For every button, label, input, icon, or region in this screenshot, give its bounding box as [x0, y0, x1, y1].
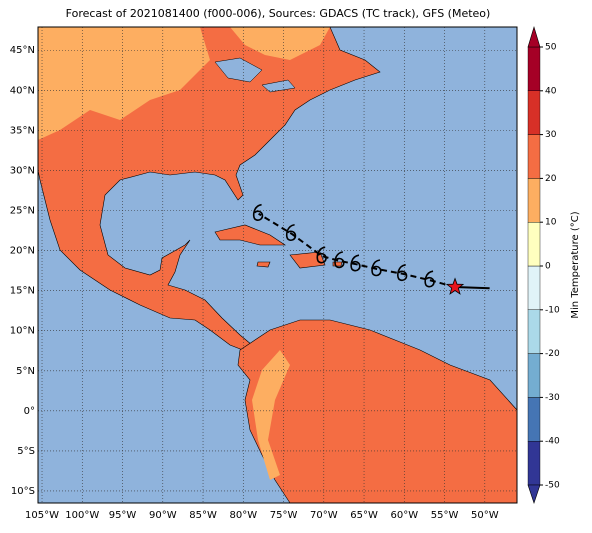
y-tick-label: 45°N [10, 45, 35, 56]
x-tick-label: 85°W [189, 510, 217, 521]
y-tick-label: 10°N [10, 326, 35, 337]
x-tick-label: 80°W [229, 510, 257, 521]
cyclone-symbol [371, 259, 382, 277]
colorbar-tick-label: 20 [545, 174, 557, 184]
y-tick-label: 5°S [17, 446, 35, 457]
colorbar-segment [527, 46, 541, 91]
colorbar-tick-label: -10 [545, 305, 560, 315]
cyclone-symbol [424, 270, 435, 288]
colorbar-tick-label: -20 [545, 349, 560, 359]
colorbar-segment [527, 221, 541, 267]
y-tick-label: 20°N [10, 246, 35, 257]
forecast-track [258, 212, 456, 289]
x-tick-label: 55°W [431, 510, 459, 521]
y-tick-label: 40°N [10, 85, 35, 96]
land [37, 26, 518, 504]
x-tick-label: 70°W [310, 510, 338, 521]
past-track [454, 286, 490, 290]
cyclone-symbol [334, 251, 345, 269]
x-tick-label: 95°W [109, 510, 137, 521]
y-tick-label: 15°N [10, 286, 35, 297]
x-tick-label: 65°W [350, 510, 378, 521]
cyclone-symbol [285, 223, 297, 242]
x-tick-label: 105°W [25, 510, 59, 521]
cyclone-symbol [350, 254, 361, 272]
map-frame [37, 26, 518, 504]
colorbar-segment [527, 90, 541, 135]
colorbar-tick-label: 10 [545, 218, 557, 228]
colorbar-tick-label: 0 [545, 262, 551, 272]
colorbar-segment [527, 265, 541, 310]
colorbar-segment [527, 441, 541, 486]
colorbar-extend-min [527, 484, 541, 504]
colorbar-tick-label: -40 [545, 437, 560, 447]
y-tick-label: 30°N [10, 165, 35, 176]
colorbar-segment [527, 397, 541, 442]
y-tick-label: 10°S [11, 486, 35, 497]
x-tick-label: 75°W [270, 510, 298, 521]
x-tick-label: 50°W [471, 510, 499, 521]
cyclone-symbol [397, 264, 408, 282]
colorbar-tick-label: 50 [545, 43, 557, 53]
y-tick-label: 25°N [10, 206, 35, 217]
colorbar-tick-label: 30 [545, 130, 557, 140]
chart-title: Forecast of 2021081400 (f000-006), Sourc… [66, 7, 491, 20]
colorbar-tick-label: 40 [545, 86, 557, 96]
cyclone-symbol [252, 203, 264, 221]
x-tick-label: 90°W [149, 510, 177, 521]
colorbar-segment [527, 353, 541, 398]
colorbar-label: Min Temperature (°C) [570, 211, 581, 318]
y-tick-label: 35°N [10, 125, 35, 136]
current-position [445, 277, 465, 295]
x-tick-label: 60°W [390, 510, 418, 521]
colorbar-segment [527, 134, 541, 179]
y-tick-label: 5°N [16, 366, 35, 377]
x-tick-label: 100°W [65, 510, 99, 521]
y-tick-label: 0° [24, 406, 35, 417]
cyclone-symbol [316, 246, 327, 264]
colorbar-tick-label: -30 [545, 393, 560, 403]
colorbar-segment [527, 178, 541, 223]
colorbar-segment [527, 309, 541, 354]
colorbar-extend-max [527, 25, 541, 48]
colorbar-tick-label: -50 [545, 481, 560, 491]
